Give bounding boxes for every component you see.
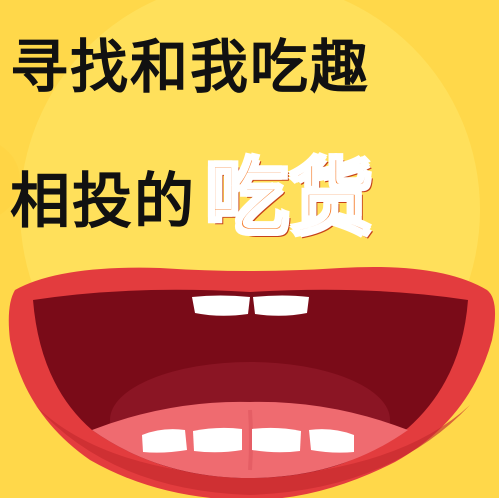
tongue (92, 401, 408, 478)
headline-line-1: 寻找和我吃趣 (10, 33, 371, 101)
tooth-top-left (192, 295, 250, 316)
tongue-center-line (248, 409, 253, 471)
headline-accent-text: 吃货 (204, 151, 375, 246)
face-edge-left (0, 145, 20, 215)
tooth-bottom-1 (142, 429, 187, 453)
headline-line-2: 相投的 吃货 (10, 154, 499, 241)
tooth-bottom-2 (193, 427, 242, 453)
tooth-bottom-3 (252, 427, 301, 453)
mouth-lip-shadow (35, 405, 470, 495)
tooth-top-right (253, 295, 309, 316)
headline-line-2-prefix: 相投的 (10, 167, 196, 237)
tooth-bottom-4 (309, 429, 354, 453)
